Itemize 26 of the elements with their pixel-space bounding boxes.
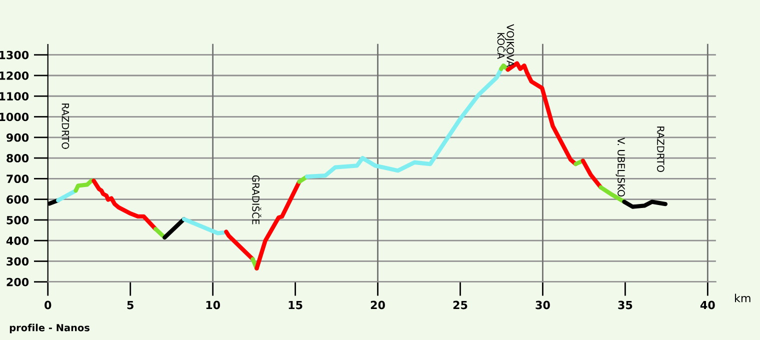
x-tick-label: 25 — [453, 300, 468, 310]
y-tick-label: 500 — [6, 216, 29, 224]
annotation: VOJKOVA KOČA — [497, 24, 514, 68]
text: profile - Nanos — [10, 324, 90, 334]
y-tick-label: 600 — [6, 195, 29, 204]
x-tick-label: 0 — [44, 300, 52, 310]
x-tick-label: 35 — [618, 300, 632, 310]
x-tick-label: 10 — [206, 300, 220, 310]
x-tick-label: 40 — [700, 300, 715, 310]
x-tick-label: 15 — [288, 300, 302, 310]
y-tick-label: 200 — [6, 278, 29, 286]
line-series — [304, 66, 504, 179]
line-series — [92, 178, 158, 232]
y-tick-label: 300 — [6, 257, 29, 266]
y-tick-label: 400 — [6, 236, 29, 245]
x-tick-label: 30 — [536, 300, 550, 310]
annotation: RAZDRTO — [656, 126, 664, 172]
annotation: GRADIŠČE — [252, 175, 262, 224]
y-tick-label: 900 — [6, 133, 29, 142]
x-tick-label: 5 — [127, 300, 134, 310]
annotation: V. UBELJSKO — [616, 138, 625, 196]
annotation: RAZDRTO — [62, 104, 70, 149]
x-tick-label: 20 — [370, 300, 385, 310]
y-tick-label: 800 — [6, 154, 29, 162]
y-tick-label: 700 — [6, 174, 29, 184]
x-axis-title: km — [735, 294, 750, 302]
